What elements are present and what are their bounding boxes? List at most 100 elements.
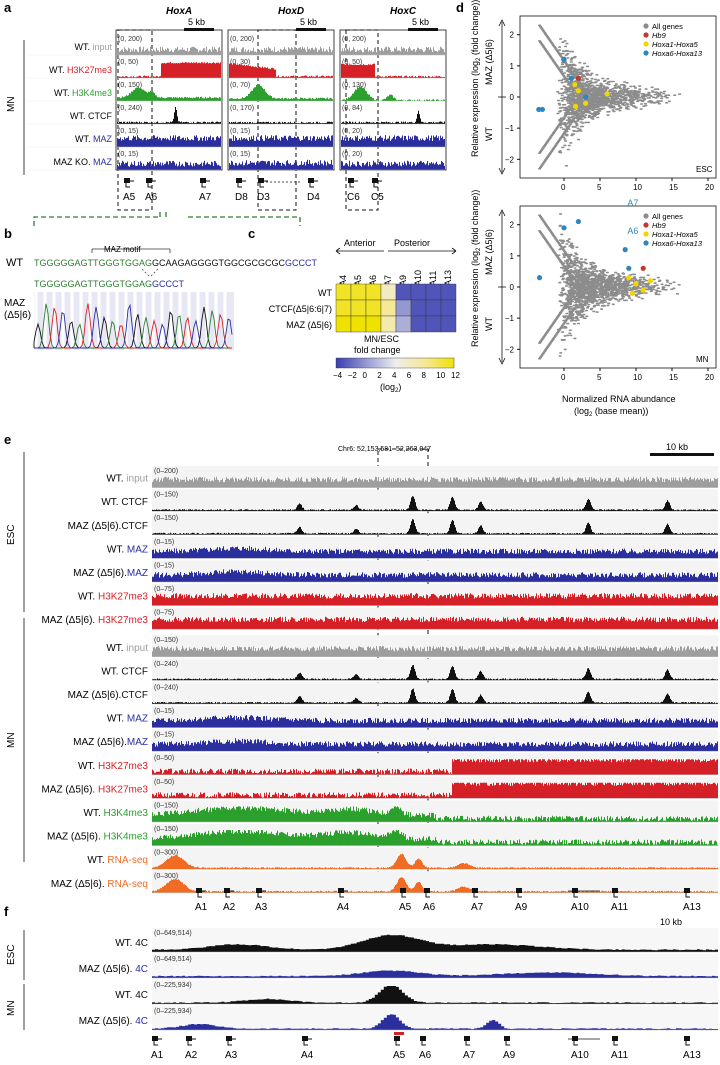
plot-tag-ESC: ESC bbox=[696, 165, 713, 174]
track-label-a-3: WT. CTCF bbox=[70, 111, 112, 121]
range-a-0-2: (0, 200) bbox=[342, 36, 366, 43]
track-mark-f-2: 4C bbox=[132, 990, 148, 1001]
legend-text-MN-2: Hoxa1-Hoxa5 bbox=[652, 230, 699, 239]
track-mark-e-10: MAZ bbox=[124, 714, 148, 725]
legend-grad-40 bbox=[376, 358, 378, 368]
coord-e: Chr6: 52,153,581–52,263,047 bbox=[338, 446, 431, 453]
chromatogram bbox=[33, 292, 234, 350]
track-mark-f-1: 4C bbox=[132, 964, 148, 975]
signal-a-4-2 bbox=[341, 135, 445, 147]
track-bg-e-17 bbox=[152, 871, 718, 893]
gene-e-A11: A11 bbox=[611, 888, 628, 913]
signal-a-0-2 bbox=[341, 46, 445, 55]
col-label-A13: A13 bbox=[443, 270, 453, 286]
track-prefix-e-12: WT. bbox=[78, 761, 95, 772]
signal-e-3 bbox=[152, 546, 718, 559]
viewpoint-marker bbox=[394, 1032, 404, 1035]
col-label-A10: A10 bbox=[413, 270, 423, 286]
hoxa6-point-ESC-1 bbox=[539, 106, 546, 113]
legend-grad-93 bbox=[429, 358, 431, 368]
legend-grad-61 bbox=[397, 358, 399, 368]
legend-dot-MN-2 bbox=[643, 231, 649, 237]
locus-title-HoxA: HoxA bbox=[166, 6, 192, 17]
legend-grad-81 bbox=[417, 358, 419, 368]
gene-f-A4-exon bbox=[302, 1036, 308, 1041]
track-label-a-5: MAZ KO. MAZ bbox=[53, 157, 112, 167]
range-e-12: (0–50) bbox=[154, 755, 174, 762]
track-label-e-8: WT. CTCF bbox=[101, 666, 148, 677]
signal-a-2-2 bbox=[341, 86, 445, 101]
legend-grad-72 bbox=[408, 358, 410, 368]
mn-label-e: MN bbox=[6, 732, 17, 748]
hoxa6-point-MN-0 bbox=[536, 275, 543, 281]
col-label-A7: A7 bbox=[383, 275, 393, 286]
legend-grad-49 bbox=[385, 358, 387, 368]
ytick-label-ESC-0: 2 bbox=[510, 31, 515, 40]
legend-grad-113 bbox=[449, 358, 451, 368]
signal-f-2 bbox=[152, 986, 718, 1004]
legend-grad-101 bbox=[437, 358, 439, 368]
signal-f-1 bbox=[152, 970, 718, 978]
hoxa1-point-ESC-2 bbox=[583, 100, 589, 106]
gene-a-5: D4 bbox=[307, 178, 320, 203]
track-mark-a-1: H3K27me3 bbox=[64, 65, 112, 75]
deletion-lines bbox=[141, 268, 159, 278]
hoxa6-point-ESC-2 bbox=[568, 75, 574, 81]
heat-cell-2-5 bbox=[410, 315, 427, 333]
track-bg-e-8 bbox=[152, 658, 718, 681]
track-label-e-10: WT. MAZ bbox=[107, 714, 148, 725]
track-prefix-e-9: MAZ (Δ5|6). bbox=[68, 690, 122, 701]
legend-grad-71 bbox=[407, 358, 409, 368]
signal-e-0 bbox=[152, 476, 718, 488]
legend-grad-89 bbox=[425, 358, 427, 368]
legend-grad-115 bbox=[451, 358, 453, 368]
maz-seq-blue: GCCCT bbox=[152, 279, 184, 289]
legend-grad-94 bbox=[430, 358, 432, 368]
legend-grad-3 bbox=[339, 358, 341, 368]
hoxa6-point-ESC-3 bbox=[583, 94, 589, 100]
legend-grad-54 bbox=[390, 358, 392, 368]
gene-f-A2-label: A2 bbox=[185, 1050, 198, 1060]
legend-grad-97 bbox=[433, 358, 435, 368]
legend-grad-55 bbox=[391, 358, 393, 368]
gene-a-0: A5 bbox=[123, 178, 136, 203]
gene-a-5-arrow bbox=[309, 180, 318, 188]
range-a-5-2: (0, 20) bbox=[342, 151, 362, 158]
track-prefix-e-14: WT. bbox=[84, 808, 101, 819]
gene-f-A13-arrow bbox=[685, 1038, 690, 1046]
ytick-label-MN-0: 2 bbox=[510, 221, 515, 230]
legend-frame bbox=[335, 357, 455, 369]
range-a-1-1: (0, 30) bbox=[230, 59, 250, 66]
heat-cell-0-6 bbox=[425, 283, 442, 301]
legend-grad-83 bbox=[419, 358, 421, 368]
scale-bar-e bbox=[650, 453, 714, 456]
legend-grad-116 bbox=[452, 358, 454, 368]
legend-grad-63 bbox=[399, 358, 401, 368]
gene-e-A7-arrow bbox=[473, 890, 478, 898]
locus-zoom-lines bbox=[33, 211, 301, 226]
track-prefix-e-13: MAZ (Δ5|6). bbox=[41, 784, 95, 795]
gene-a-4: D3 bbox=[257, 178, 270, 203]
legend-grad-33 bbox=[369, 358, 371, 368]
legend-grad-26 bbox=[362, 358, 364, 368]
track-prefix-e-8: WT. bbox=[101, 666, 118, 677]
heat-cell-1-2 bbox=[365, 299, 382, 317]
range-a-1-0: (0, 50) bbox=[118, 59, 138, 66]
range-e-7: (0–150) bbox=[154, 637, 178, 644]
legend-grad-88 bbox=[424, 358, 426, 368]
esc-label-f: ESC bbox=[6, 944, 17, 965]
chromat-trace-0 bbox=[33, 306, 232, 349]
heat-cell-2-6 bbox=[425, 315, 442, 333]
signal-a-3-1 bbox=[229, 121, 333, 124]
gene-f-A11-arrow bbox=[613, 1038, 618, 1046]
gene-e-A1-exon bbox=[196, 888, 202, 893]
track-prefix-e-15: MAZ (Δ5|6). bbox=[47, 832, 101, 843]
range-a-3-1: (0, 170) bbox=[230, 105, 254, 112]
gene-e-A11-arrow bbox=[613, 890, 618, 898]
legend-tick-7: 10 bbox=[436, 371, 445, 380]
legend-grad-12 bbox=[348, 358, 350, 368]
ylabel-a-ESC: Relative expression (log bbox=[470, 61, 480, 157]
xtick-label-ESC-2: 10 bbox=[633, 183, 642, 192]
gene-f-A9-label: A9 bbox=[503, 1050, 516, 1060]
hoxa1-point-MN-2 bbox=[640, 287, 646, 293]
